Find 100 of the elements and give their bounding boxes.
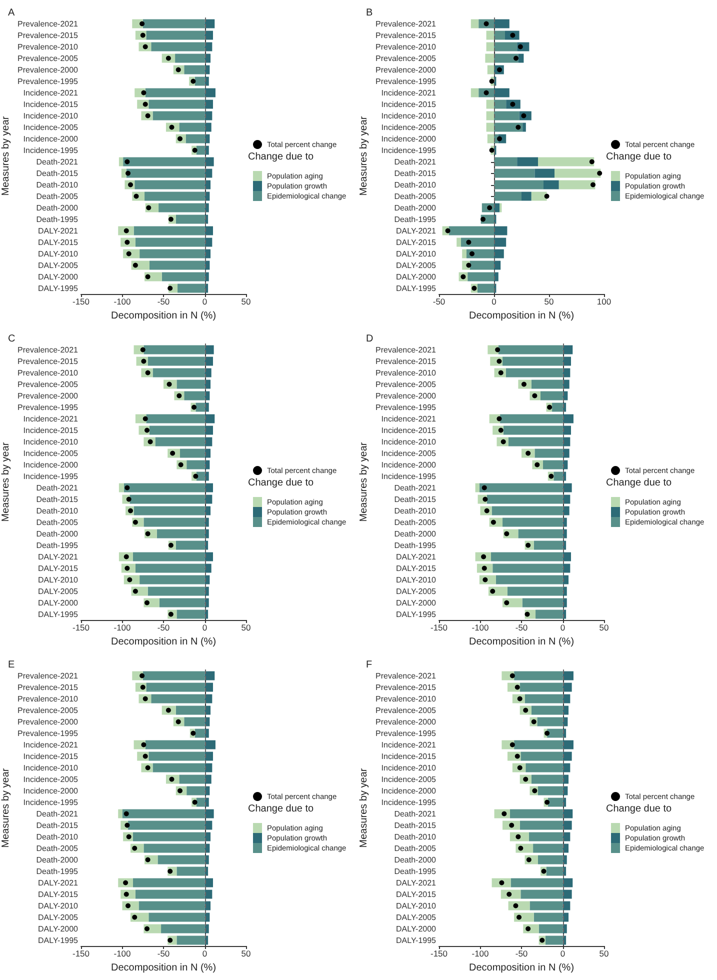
x-tick-label: -150: [72, 622, 90, 632]
y-tick-label: DALY-2005: [396, 260, 437, 270]
y-tick-label: Prevalence-2015: [376, 356, 437, 366]
y-tick-label: Incidence-2000: [23, 134, 79, 144]
y-tick-label: Death-2005: [36, 844, 79, 853]
y-tick-label: Death-1995: [36, 214, 79, 224]
y-tick-label: Death-1995: [394, 214, 437, 224]
y-tick-label: DALY-2015: [38, 890, 79, 899]
y-tick-label: Incidence-2010: [381, 437, 437, 446]
y-tick-label: Death-2005: [36, 518, 79, 527]
x-tick-label: 0: [202, 948, 208, 958]
y-tick-label: Incidence-1995: [23, 472, 79, 481]
legend-title: Change due to: [248, 804, 314, 814]
chart-title: F: [366, 660, 372, 670]
y-tick-label: DALY-2015: [38, 564, 79, 573]
y-tick-label: DALY-2000: [396, 924, 437, 934]
x-axis-title: Decomposition in N (%): [468, 636, 574, 648]
y-tick-label: Death-2015: [394, 820, 437, 830]
y-tick-label: Incidence-2005: [381, 774, 437, 784]
y-tick-label: DALY-2000: [396, 272, 437, 282]
y-tick-label: DALY-1995: [396, 284, 437, 293]
y-tick-label: Incidence-2015: [381, 426, 437, 435]
x-axis-title: Decomposition in N (%): [468, 962, 574, 974]
y-tick-label: Incidence-1995: [23, 798, 79, 807]
y-tick-label: Death-1995: [394, 540, 437, 550]
y-tick-label: Prevalence-2015: [376, 682, 437, 692]
y-tick-label: Incidence-2010: [23, 111, 79, 120]
y-tick-label: DALY-2005: [38, 586, 79, 596]
x-tick-label: 100: [596, 296, 612, 306]
y-tick-label: Prevalence-1995: [18, 402, 79, 412]
y-tick-label: Incidence-2000: [381, 134, 437, 144]
y-tick-label: Death-2005: [394, 518, 437, 527]
y-tick-label: Death-2010: [394, 506, 437, 516]
y-tick-label: Prevalence-2000: [18, 391, 79, 400]
y-tick-label: DALY-2005: [396, 912, 437, 922]
y-axis-title: Measures by year: [358, 442, 370, 522]
x-tick-label: -50: [515, 948, 528, 958]
y-tick-label: Prevalence-2005: [18, 706, 79, 715]
y-tick-label: Prevalence-2015: [18, 356, 79, 366]
y-tick-label: Prevalence-2015: [18, 30, 79, 40]
y-tick-label: Prevalence-2010: [18, 368, 79, 378]
y-tick-label: Incidence-1995: [23, 146, 79, 155]
y-tick-label: DALY-2015: [396, 238, 437, 247]
y-tick-label: Prevalence-1995: [376, 728, 437, 738]
y-tick-label: DALY-2021: [38, 552, 79, 562]
y-tick-label: Prevalence-2021: [376, 671, 437, 680]
y-tick-label: Death-2021: [394, 483, 437, 492]
y-tick-label: DALY-2010: [38, 249, 79, 258]
y-tick-label: Death-2015: [36, 820, 79, 830]
y-tick-label: DALY-2010: [396, 249, 437, 258]
y-tick-label: Death-2000: [36, 529, 79, 538]
y-tick-label: Incidence-2015: [23, 426, 79, 435]
y-tick-label: DALY-1995: [38, 610, 79, 619]
y-tick-label: Death-2010: [394, 180, 437, 190]
y-tick-label: DALY-1995: [396, 610, 437, 619]
y-tick-label: Death-2021: [36, 157, 79, 166]
y-tick-label: Prevalence-1995: [376, 76, 437, 86]
y-tick-label: Prevalence-2021: [18, 671, 79, 680]
y-tick-label: Death-1995: [36, 540, 79, 550]
y-tick-label: Incidence-2005: [23, 122, 79, 132]
y-axis-title: Measures by year: [0, 442, 12, 522]
y-tick-label: DALY-2021: [38, 878, 79, 888]
y-tick-label: DALY-2000: [38, 272, 79, 282]
chart-title: D: [366, 334, 374, 344]
legend-title: Change due to: [606, 478, 672, 488]
legend-title: Change due to: [606, 152, 672, 162]
y-tick-label: Incidence-1995: [381, 798, 437, 807]
x-tick-label: -100: [472, 948, 490, 958]
x-tick-label: -150: [72, 296, 90, 306]
x-tick-label: -150: [72, 948, 90, 958]
x-tick-label: 50: [241, 296, 251, 306]
y-tick-label: Prevalence-1995: [18, 76, 79, 86]
y-tick-label: Death-2015: [394, 168, 437, 178]
x-tick-label: 50: [241, 622, 251, 632]
y-tick-label: DALY-2010: [38, 575, 79, 584]
x-tick-label: 50: [599, 622, 609, 632]
y-tick-label: Prevalence-1995: [18, 728, 79, 738]
y-tick-label: Prevalence-2005: [376, 54, 437, 63]
y-tick-label: Prevalence-2010: [376, 42, 437, 52]
x-tick-label: -50: [157, 296, 170, 306]
x-tick-label: -100: [114, 948, 132, 958]
y-tick-label: Incidence-2010: [23, 763, 79, 772]
y-axis-title: Measures by year: [0, 768, 12, 848]
y-tick-label: Death-2015: [394, 494, 437, 504]
y-tick-label: Death-2021: [36, 809, 79, 818]
y-tick-label: Incidence-1995: [381, 146, 437, 155]
y-tick-label: Incidence-2010: [381, 111, 437, 120]
y-tick-label: DALY-2005: [396, 586, 437, 596]
y-tick-label: Prevalence-2015: [18, 682, 79, 692]
y-tick-label: DALY-2015: [396, 564, 437, 573]
y-tick-label: Death-2005: [394, 192, 437, 201]
x-tick-label: -50: [515, 622, 528, 632]
x-tick-label: 0: [560, 948, 566, 958]
x-axis-title: Decomposition in N (%): [110, 636, 216, 648]
y-tick-label: Prevalence-2010: [376, 368, 437, 378]
y-tick-label: Death-2000: [36, 855, 79, 864]
y-tick-label: Prevalence-2010: [18, 694, 79, 704]
y-tick-label: Death-2010: [36, 506, 79, 516]
x-tick-label: -150: [430, 948, 448, 958]
y-tick-label: Death-2000: [394, 855, 437, 864]
